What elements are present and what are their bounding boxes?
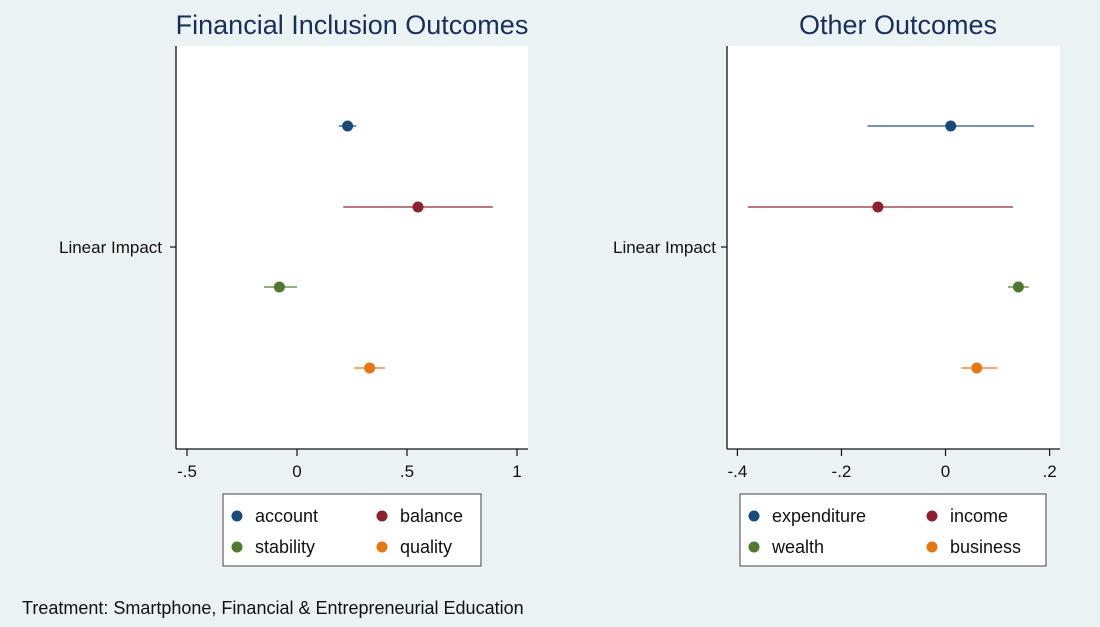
legend-marker-account bbox=[231, 510, 243, 522]
plot-area bbox=[727, 46, 1060, 449]
x-tick-label: -.2 bbox=[832, 462, 852, 481]
legend-label-income: income bbox=[950, 506, 1008, 526]
legend-label-wealth: wealth bbox=[771, 537, 824, 557]
x-tick-label: 1 bbox=[512, 462, 521, 481]
legend-marker-wealth bbox=[748, 541, 760, 553]
panel-title: Financial Inclusion Outcomes bbox=[176, 10, 529, 40]
treatment-note: Treatment: Smartphone, Financial & Entre… bbox=[22, 598, 524, 618]
y-tick-label: Linear Impact bbox=[59, 238, 162, 257]
x-tick-label: -.5 bbox=[177, 462, 197, 481]
point-estimate-business bbox=[971, 362, 983, 374]
chart-panel-2: Other Outcomes Linear Impact -.4 -.2 0 .2 expe… bbox=[613, 10, 1060, 567]
x-tick-label: .2 bbox=[1043, 462, 1057, 481]
legend-label-stability: stability bbox=[255, 537, 315, 557]
legend-marker-quality bbox=[376, 541, 388, 553]
y-tick-label: Linear Impact bbox=[613, 238, 716, 257]
legend-label-account: account bbox=[255, 506, 318, 526]
x-tick-label: 0 bbox=[941, 462, 950, 481]
point-estimate-account bbox=[342, 120, 354, 132]
x-tick-label: 0 bbox=[292, 462, 301, 481]
legend-label-quality: quality bbox=[400, 537, 452, 557]
legend-label-business: business bbox=[950, 537, 1021, 557]
legend: account balance stability quality bbox=[222, 493, 482, 567]
legend-marker-income bbox=[926, 510, 938, 522]
chart-panel-1: Financial Inclusion Outcomes Linear Impac… bbox=[59, 10, 529, 567]
legend: expenditure income wealth business bbox=[739, 493, 1047, 567]
point-estimate-balance bbox=[412, 201, 424, 213]
point-estimate-income bbox=[872, 201, 884, 213]
plot-area bbox=[176, 46, 528, 449]
point-estimate-stability bbox=[273, 281, 285, 293]
legend-marker-business bbox=[926, 541, 938, 553]
legend-marker-expenditure bbox=[748, 510, 760, 522]
point-estimate-expenditure bbox=[945, 120, 957, 132]
legend-box bbox=[739, 493, 1047, 567]
legend-label-balance: balance bbox=[400, 506, 463, 526]
legend-box bbox=[222, 493, 482, 567]
legend-marker-stability bbox=[231, 541, 243, 553]
point-estimate-quality bbox=[364, 362, 376, 374]
legend-marker-balance bbox=[376, 510, 388, 522]
x-tick-label: -.4 bbox=[727, 462, 747, 481]
legend-label-expenditure: expenditure bbox=[772, 506, 866, 526]
panel-title: Other Outcomes bbox=[799, 10, 997, 40]
point-estimate-wealth bbox=[1012, 281, 1024, 293]
x-tick-label: .5 bbox=[400, 462, 414, 481]
